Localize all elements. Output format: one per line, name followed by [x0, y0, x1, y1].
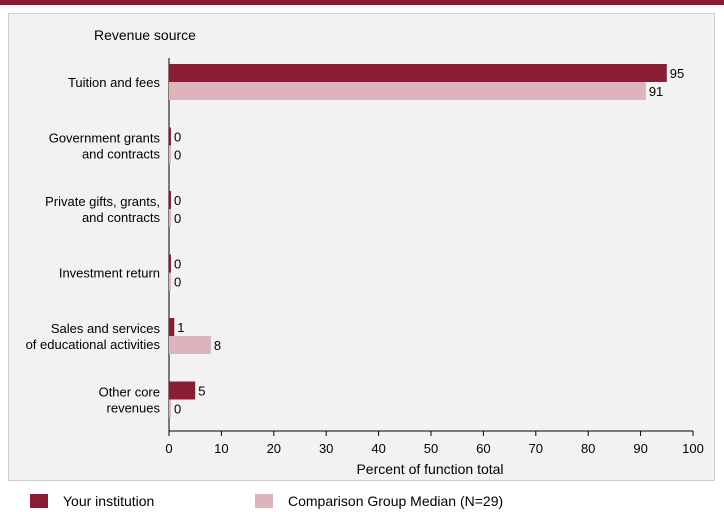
x-tick-label: 100	[682, 441, 704, 456]
data-label: 0	[174, 148, 181, 163]
category-label: and contracts	[82, 147, 161, 162]
legend-label-comparison: Comparison Group Median (N=29)	[288, 493, 504, 509]
legend-swatch-comparison	[255, 494, 273, 508]
data-label: 1	[177, 320, 184, 335]
bar-comparison	[169, 145, 171, 164]
category-label: Tuition and fees	[68, 75, 161, 90]
data-label: 0	[174, 257, 181, 272]
bar-comparison	[169, 82, 646, 100]
legend: Your institution Comparison Group Median…	[0, 488, 724, 512]
data-label: 91	[649, 84, 663, 99]
category-label: Government grants	[49, 131, 161, 146]
bar-comparison	[169, 272, 171, 291]
legend-swatch-institution	[30, 494, 48, 508]
bar-institution	[169, 64, 667, 82]
top-accent-bar	[0, 0, 724, 5]
data-label: 5	[198, 384, 205, 399]
category-label: Investment return	[59, 266, 160, 281]
chart-title: Revenue source	[94, 27, 196, 43]
category-label: Private gifts, grants,	[45, 194, 160, 209]
revenue-chart: Revenue source 0 10 20 30 40 50 60 70 80 90 100Tui…	[26, 27, 704, 477]
x-tick-label: 10	[214, 441, 228, 456]
bar-comparison	[169, 399, 171, 418]
data-label: 0	[174, 275, 181, 290]
x-tick-label: 20	[267, 441, 281, 456]
bar-comparison	[169, 336, 211, 354]
category-label: Sales and services	[51, 321, 161, 336]
x-axis-label: Percent of function total	[356, 461, 503, 477]
category-label: revenues	[107, 401, 161, 416]
bar-institution	[169, 254, 171, 273]
category-label: and contracts	[82, 210, 161, 225]
data-label: 95	[670, 66, 684, 81]
data-label: 0	[174, 211, 181, 226]
x-tick-label: 60	[476, 441, 490, 456]
x-tick-label: 70	[529, 441, 543, 456]
legend-label-institution: Your institution	[63, 493, 155, 509]
bar-institution	[169, 318, 175, 336]
x-tick-label: 0	[165, 441, 172, 456]
bar-institution	[169, 127, 171, 146]
x-tick-label: 30	[319, 441, 333, 456]
category-label: Other core	[99, 385, 160, 400]
x-tick-label: 40	[371, 441, 385, 456]
x-tick-label: 80	[581, 441, 595, 456]
category-label: of educational activities	[26, 337, 161, 352]
bar-comparison	[169, 209, 171, 227]
x-tick-label: 90	[633, 441, 647, 456]
bar-institution	[169, 381, 196, 400]
data-label: 0	[174, 193, 181, 208]
x-tick-label: 50	[424, 441, 438, 456]
data-label: 8	[214, 338, 221, 353]
data-label: 0	[174, 402, 181, 417]
data-label: 0	[174, 130, 181, 145]
bar-institution	[169, 191, 171, 209]
